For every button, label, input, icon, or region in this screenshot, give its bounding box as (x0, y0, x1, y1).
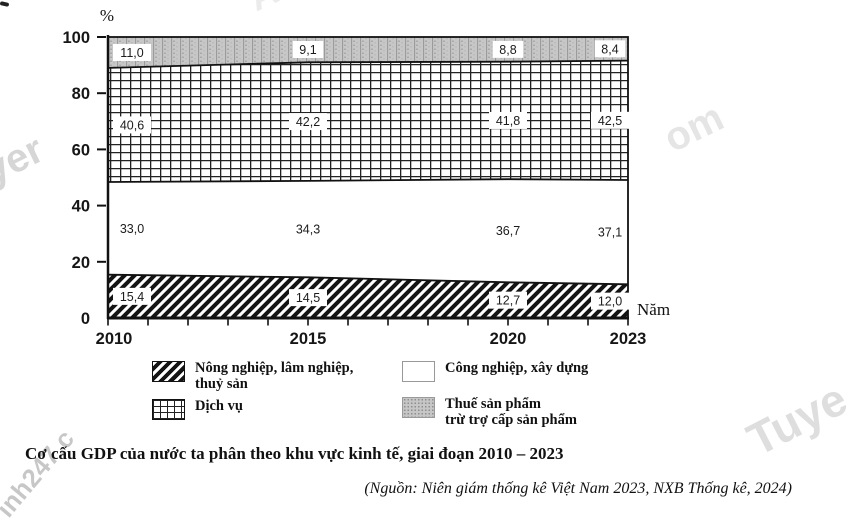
watermark-fragment: Tuye (738, 372, 855, 466)
x-axis-label: Năm (637, 300, 670, 319)
value-label: 14,5 (296, 291, 320, 305)
value-label: 8,8 (499, 43, 516, 57)
axes (106, 35, 629, 320)
value-label-box (489, 291, 527, 309)
x-tick-label: 2010 (96, 330, 133, 348)
value-label: 9,1 (299, 43, 316, 57)
value-label: 15,4 (120, 290, 144, 304)
value-label: 42,2 (296, 115, 320, 129)
value-label-box (289, 113, 327, 131)
y-tick-label: 0 (81, 310, 90, 328)
x-tick-label: 2023 (610, 330, 647, 348)
value-label-box (594, 40, 626, 58)
legend-label: Công nghiệp, xây dựng (445, 360, 589, 376)
value-label: 36,7 (496, 224, 520, 238)
legend-swatch-industry-construction (402, 361, 435, 382)
y-tick-label: 80 (72, 85, 90, 103)
legend-swatch-product-taxes (402, 397, 435, 418)
value-label-box (113, 287, 151, 305)
value-label-box (489, 111, 527, 129)
value-label-box (113, 116, 151, 134)
value-label: 11,0 (120, 46, 143, 60)
value-labels: 15,4 14,5 12,7 12,0 33,0 34,3 36,7 37,1 40,6 42,2… (113, 40, 629, 310)
value-label: 12,0 (598, 295, 622, 309)
value-label-box (289, 289, 327, 307)
value-label-box (591, 292, 629, 310)
x-tick-label: 2015 (290, 330, 327, 348)
value-label: 41,8 (496, 114, 520, 128)
chart-source: (Nguồn: Niên giám thống kê Việt Nam 2023… (364, 480, 792, 497)
band-boundary-line (107, 178, 629, 183)
stacked-area-chart: 0 20 40 60 80 100 2010 2015 2020 2023 15,4 14,5 12,… (62, 6, 670, 348)
value-label: 33,0 (120, 222, 144, 236)
y-tick-label: 100 (62, 29, 90, 47)
value-label-box (113, 43, 151, 61)
watermark-fragment: inh247.c (0, 423, 80, 523)
band-boundary-line (107, 59, 629, 69)
y-axis-unit: % (100, 6, 114, 25)
band-industry-construction (108, 179, 628, 285)
legend-label: Dịch vụ (195, 398, 243, 414)
tick-marks (97, 36, 629, 326)
value-label: 42,5 (598, 114, 622, 128)
value-label-box (591, 111, 629, 129)
tick-labels: 0 20 40 60 80 100 2010 2015 2020 2023 (62, 29, 646, 348)
band-boundary-line (107, 273, 629, 286)
x-tick-label: 2020 (490, 330, 527, 348)
y-tick-label: 20 (72, 254, 90, 272)
value-label: 40,6 (120, 118, 144, 132)
y-tick-label: 40 (72, 198, 90, 216)
legend-swatch-services (152, 399, 185, 420)
legend-item-agriculture-forestry-fishery: Nông nghiệp, lâm nghiệp, thuỷ sản (152, 360, 354, 393)
chart-title: Cơ cấu GDP của nước ta phân theo khu vực… (25, 444, 564, 463)
area-bands (108, 36, 628, 318)
value-label: 37,1 (598, 226, 622, 240)
legend-label: Nông nghiệp, lâm nghiệp, thuỷ sản (195, 360, 354, 392)
band-services (108, 60, 628, 182)
legend-item-product-taxes: Thuế sản phẩm trừ trợ cấp sản phẩm (402, 396, 577, 429)
value-label: 34,3 (296, 223, 320, 237)
value-label-box (492, 40, 524, 58)
legend-swatch-agriculture-forestry-fishery (152, 361, 185, 382)
legend-item-industry-construction: Công nghiệp, xây dựng (402, 360, 589, 382)
value-label: 8,4 (601, 42, 618, 56)
band-boundaries (107, 59, 629, 286)
value-label: 12,7 (496, 294, 520, 308)
legend-item-services: Dịch vụ (152, 398, 243, 420)
value-label-box (292, 41, 324, 59)
legend-label: Thuế sản phẩm trừ trợ cấp sản phẩm (445, 396, 577, 428)
y-tick-label: 60 (72, 141, 90, 159)
